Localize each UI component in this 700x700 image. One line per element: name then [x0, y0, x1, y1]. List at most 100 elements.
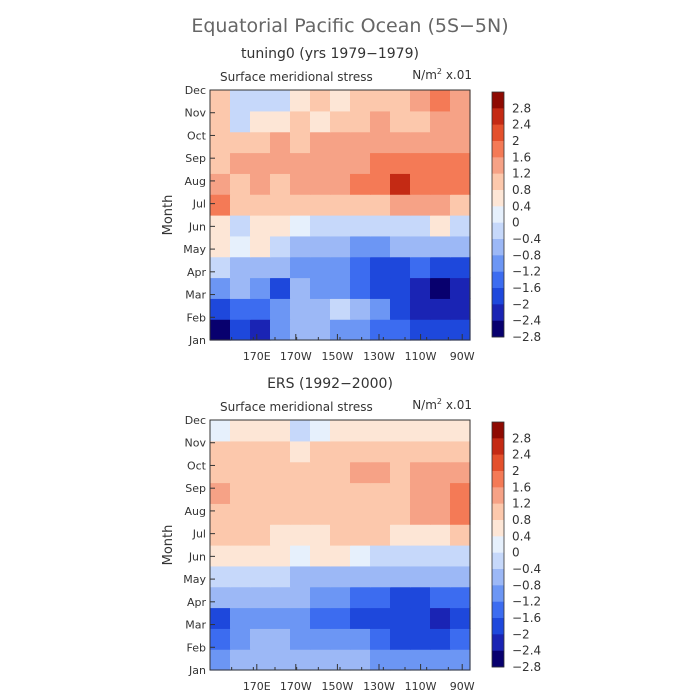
colorbar-swatch	[492, 271, 504, 289]
y-tick-label: Sep	[185, 152, 206, 165]
heatmap-cell	[370, 628, 391, 650]
y-tick-label: Jan	[188, 664, 206, 677]
colorbar-swatch	[492, 206, 504, 223]
heatmap-cell	[410, 298, 431, 320]
heatmap-cell	[210, 545, 231, 567]
x-axis: 170E 170W 150W 130W 110W 90W	[209, 664, 475, 693]
heatmap-cell	[350, 524, 371, 546]
heatmap-cell	[350, 131, 371, 154]
heatmap-cells	[210, 420, 471, 671]
colorbar-tick-label: 2.4	[512, 118, 531, 132]
colorbar-swatch	[492, 124, 504, 142]
heatmap-cell	[230, 277, 251, 299]
heatmap-cell	[210, 215, 231, 237]
variable-label: Surface meridional stress	[220, 70, 373, 84]
heatmap-cell	[250, 131, 271, 154]
colorbar-tick-label: 2.8	[512, 101, 531, 115]
heatmap-cell	[230, 565, 251, 588]
panel-subtitle: tuning0 (yrs 1979−1979)	[241, 46, 419, 62]
heatmap-cell	[370, 256, 391, 279]
colorbar-swatch	[492, 471, 504, 488]
heatmap-cell	[410, 256, 431, 279]
colorbar-tick-label: 0	[512, 546, 520, 560]
colorbar-swatch	[492, 536, 504, 553]
heatmap-cell	[250, 256, 271, 279]
heatmap-cell	[270, 607, 291, 629]
heatmap-cell	[390, 565, 411, 588]
heatmap-cell	[390, 173, 411, 195]
heatmap-cell	[310, 131, 331, 154]
heatmap-cell	[270, 482, 291, 504]
heatmap-cell	[290, 90, 311, 112]
heatmap-cell	[250, 277, 271, 299]
y-tick-label: Aug	[185, 175, 206, 188]
heatmap-cell	[410, 565, 431, 588]
y-tick-label: Feb	[187, 641, 206, 654]
heatmap-cell	[390, 628, 411, 650]
x-tick-label: 130W	[363, 350, 395, 363]
heatmap-cell	[270, 110, 291, 133]
heatmap-cell	[310, 482, 331, 504]
heatmap-cell	[290, 215, 311, 237]
heatmap-cell	[350, 482, 371, 504]
heatmap-cell	[370, 565, 391, 588]
heatmap-cell	[390, 110, 411, 133]
heatmap-cell	[370, 649, 391, 671]
heatmap-cell	[370, 420, 391, 442]
heatmap-cell	[230, 649, 251, 671]
heatmap-cell	[430, 131, 451, 154]
y-tick-label: Jun	[188, 550, 206, 563]
heatmap-cell	[410, 440, 431, 463]
heatmap-cell	[430, 152, 451, 174]
heatmap-cell	[410, 628, 431, 650]
heatmap-cell	[270, 256, 291, 279]
heatmap-cell	[270, 131, 291, 154]
heatmap-cell	[270, 173, 291, 195]
heatmap-cell	[250, 215, 271, 237]
heatmap-cell	[330, 649, 351, 671]
heatmap-cell	[410, 524, 431, 546]
heatmap-cell	[250, 461, 271, 484]
heatmap-cell	[450, 298, 471, 320]
heatmap-cell	[210, 565, 231, 588]
heatmap-cell	[350, 319, 371, 341]
heatmap-cell	[230, 461, 251, 484]
heatmap-cell	[450, 482, 471, 504]
colorbar-tick-label: 1.2	[512, 167, 531, 181]
heatmap-cell	[250, 607, 271, 629]
colorbar-tick-label: −2	[512, 627, 530, 641]
heatmap-cell	[430, 90, 451, 112]
heatmap-cell	[290, 131, 311, 154]
heatmap-cell	[270, 461, 291, 484]
heatmap-cell	[370, 586, 391, 609]
heatmap-cell	[270, 319, 291, 341]
y-axis-label: Month	[161, 525, 176, 566]
x-tick-label: 150W	[321, 350, 353, 363]
heatmap-cell	[310, 586, 331, 609]
heatmap-cell	[350, 277, 371, 299]
heatmap-cell	[450, 440, 471, 463]
heatmap-cell	[430, 503, 451, 525]
heatmap-cell	[370, 461, 391, 484]
colorbar-tick-label: −1.6	[512, 281, 541, 295]
colorbar-tick-label: −0.4	[512, 232, 541, 246]
heatmap-cell	[430, 607, 451, 629]
colorbar-tick-label: −1.2	[512, 265, 541, 279]
heatmap-cell	[290, 319, 311, 341]
y-axis: Jan Feb Mar Apr May Jun Jul Aug Sep Oct Nov Dec	[183, 84, 215, 347]
heatmap-cell	[230, 440, 251, 463]
heatmap-cell	[370, 607, 391, 629]
heatmap-cell	[290, 628, 311, 650]
heatmap-cell	[410, 319, 431, 341]
heatmap-cell	[430, 173, 451, 195]
heatmap-cell	[390, 503, 411, 525]
heatmap-cell	[250, 649, 271, 671]
heatmap-cell	[250, 420, 271, 442]
colorbar-swatch	[492, 618, 504, 635]
heatmap-cell	[450, 131, 471, 154]
heatmap-cell	[410, 277, 431, 299]
heatmap-cell	[410, 545, 431, 567]
heatmap-cell	[430, 565, 451, 588]
heatmap-cell	[370, 194, 391, 216]
heatmap-cell	[390, 298, 411, 320]
